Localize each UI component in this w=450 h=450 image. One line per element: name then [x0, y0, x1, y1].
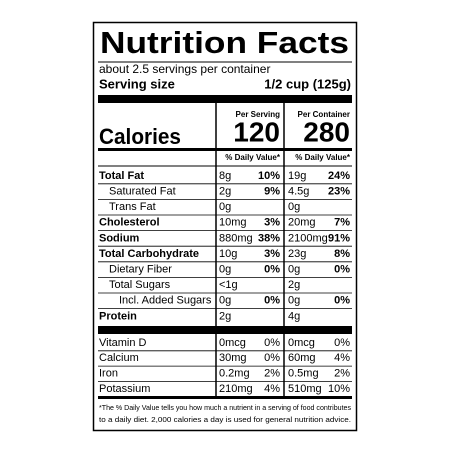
amount: <1g — [219, 279, 238, 291]
amount: 0mcg — [288, 337, 315, 349]
daily-value: 8% — [334, 248, 350, 260]
amount: 880mg — [219, 232, 253, 244]
amount: 20mg — [288, 217, 316, 229]
daily-value: 91% — [328, 232, 350, 244]
daily-value: 4% — [264, 383, 280, 395]
amount: 4g — [288, 310, 300, 322]
amount: 10g — [219, 248, 237, 260]
daily-value: 24% — [328, 170, 350, 182]
amount: 0mcg — [219, 337, 246, 349]
daily-value: 2% — [264, 368, 280, 380]
amount: 0.5mg — [288, 368, 319, 380]
serving-size-label: Serving size — [99, 76, 175, 91]
medium-rule — [98, 148, 352, 151]
nutrient-label: Total Fat — [99, 170, 144, 182]
amount: 510mg — [288, 383, 322, 395]
thick-rule — [98, 95, 352, 103]
daily-value: 0% — [334, 337, 350, 349]
nutrient-label: Sodium — [99, 232, 140, 244]
daily-value: 4% — [334, 352, 350, 364]
amount: 2100mg — [288, 232, 328, 244]
dv-heading: % Daily Value* — [225, 153, 281, 162]
amount: 0g — [219, 295, 231, 307]
daily-value: 10% — [258, 170, 280, 182]
daily-value: 10% — [328, 383, 350, 395]
nutrient-label: Cholesterol — [99, 217, 160, 229]
footnote: to a daily diet. 2,000 calories a day is… — [99, 415, 351, 424]
daily-value: 3% — [264, 248, 280, 260]
daily-value: 23% — [328, 186, 350, 198]
daily-value: 0% — [264, 295, 280, 307]
amount: 60mg — [288, 352, 316, 364]
label-border — [92, 21, 358, 432]
column-heading: Per Container — [298, 110, 350, 119]
amount: 0g — [288, 295, 300, 307]
dv-heading: % Daily Value* — [295, 153, 351, 162]
amount: 2g — [288, 279, 300, 291]
nutrient-label: Potassium — [99, 383, 150, 395]
nutrient-label: Calcium — [99, 352, 139, 364]
servings: about 2.5 servings per container — [99, 62, 270, 76]
thick-rule — [98, 326, 352, 334]
nutrient-label: Saturated Fat — [109, 186, 176, 198]
daily-value: 7% — [334, 217, 350, 229]
daily-value: 2% — [334, 368, 350, 380]
column-heading: Per Serving — [236, 110, 281, 119]
amount: 30mg — [219, 352, 247, 364]
nutrient-label: Vitamin D — [99, 337, 147, 349]
amount: 0.2mg — [219, 368, 250, 380]
calories-value: 120 — [233, 116, 280, 147]
daily-value: 0% — [334, 264, 350, 276]
medium-rule — [98, 396, 352, 399]
amount: 2g — [219, 186, 231, 198]
daily-value: 9% — [264, 186, 280, 198]
amount: 8g — [219, 170, 231, 182]
footnote: *The % Daily Value tells you how much a … — [99, 403, 351, 412]
amount: 19g — [288, 170, 306, 182]
title: Nutrition Facts — [100, 25, 349, 60]
nutrient-label: Iron — [99, 368, 118, 380]
amount: 23g — [288, 248, 306, 260]
nutrient-label: Protein — [99, 310, 137, 322]
amount: 0g — [219, 201, 231, 213]
nutrient-label: Total Carbohydrate — [99, 248, 199, 260]
daily-value: 0% — [264, 352, 280, 364]
amount: 0g — [288, 201, 300, 213]
amount: 0g — [219, 264, 231, 276]
daily-value: 0% — [334, 295, 350, 307]
nutrient-label: Dietary Fiber — [109, 264, 172, 276]
daily-value: 38% — [258, 232, 280, 244]
amount: 0g — [288, 264, 300, 276]
daily-value: 0% — [264, 337, 280, 349]
amount: 4.5g — [288, 186, 309, 198]
calories-label: Calories — [99, 124, 181, 149]
calories-value: 280 — [303, 116, 350, 147]
nutrient-label: Trans Fat — [109, 201, 156, 213]
amount: 10mg — [219, 217, 247, 229]
daily-value: 0% — [264, 264, 280, 276]
nutrient-label: Total Sugars — [109, 279, 171, 291]
amount: 210mg — [219, 383, 253, 395]
daily-value: 3% — [264, 217, 280, 229]
nutrient-label: Incl. Added Sugars — [119, 295, 212, 307]
amount: 2g — [219, 310, 231, 322]
serving-size-value: 1/2 cup (125g) — [264, 76, 351, 91]
